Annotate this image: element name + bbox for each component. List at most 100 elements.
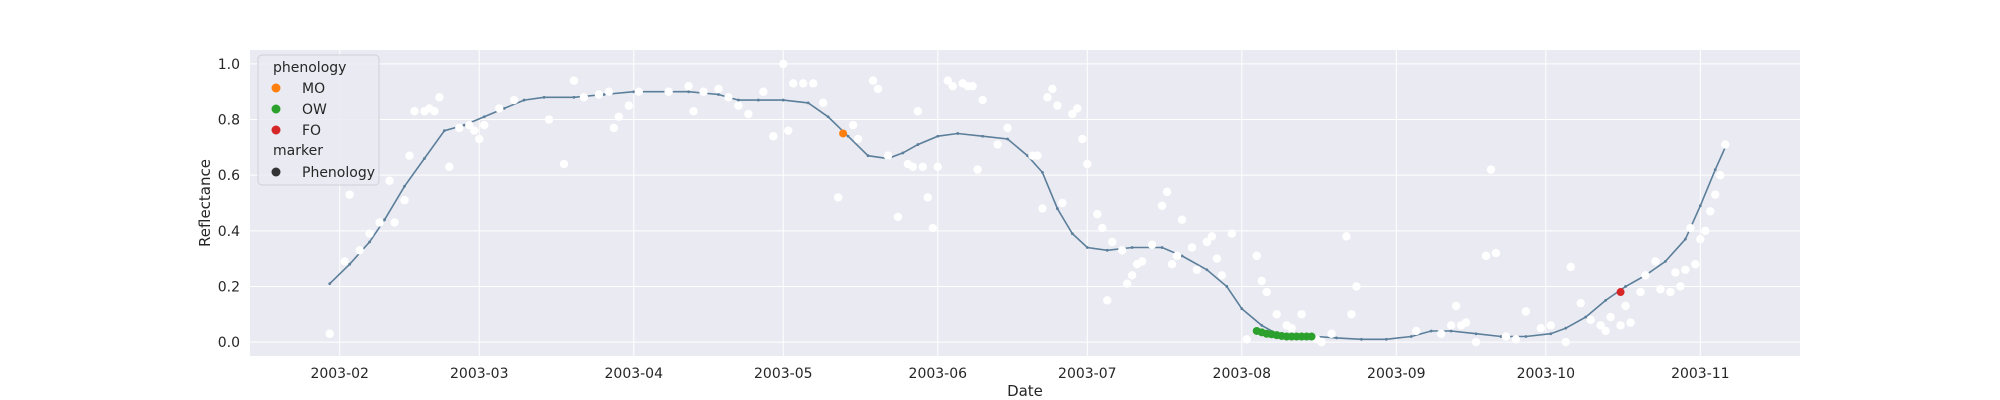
observation-point <box>893 212 903 222</box>
fitted-curve-point <box>1564 326 1568 330</box>
observation-point <box>913 107 923 116</box>
observation-point <box>853 134 863 144</box>
fitted-curve-point <box>328 282 332 286</box>
y-tick-label: 1.0 <box>218 57 240 73</box>
observation-point <box>1536 323 1546 333</box>
fitted-curve-point <box>1070 232 1074 236</box>
legend-marker-fo <box>271 125 281 135</box>
legend-label-mo: MO <box>302 81 325 97</box>
legend-title-marker: marker <box>273 143 323 159</box>
observation-point <box>1342 232 1351 241</box>
observation-point <box>948 81 957 91</box>
fitted-curve-point <box>1409 335 1413 338</box>
fitted-curve <box>328 90 1727 341</box>
observation-point <box>689 107 698 116</box>
observation-point <box>435 93 444 102</box>
x-tick-label: 2003-10 <box>1517 366 1576 382</box>
observation-point <box>1227 229 1237 238</box>
legend: phenology MO OW FO marker Phenology <box>257 54 380 186</box>
fitted-curve-point <box>482 115 486 119</box>
legend-marker-ow <box>271 104 281 114</box>
observation-point <box>1691 260 1700 269</box>
observation-point <box>569 76 579 85</box>
observation-point <box>1352 282 1361 291</box>
fitted-curve-point <box>737 98 740 102</box>
fitted-curve-point <box>956 132 960 135</box>
fitted-curve-point <box>1549 332 1553 336</box>
observation-point <box>868 76 878 85</box>
observation-point <box>1606 312 1615 322</box>
observation-point <box>634 87 643 96</box>
fitted-curve-point <box>916 143 920 146</box>
fitted-curve-line <box>329 90 1726 341</box>
observation-point <box>480 120 489 130</box>
y-tick-label: 0.4 <box>218 224 240 240</box>
fitted-curve-point <box>423 157 426 160</box>
observation-point <box>1187 243 1197 252</box>
observation-point <box>943 76 952 85</box>
observation-point <box>1511 335 1521 344</box>
observation-point <box>1073 104 1082 113</box>
observation-point <box>1546 321 1556 330</box>
observation-point <box>1078 134 1087 144</box>
observation-point <box>1157 201 1167 210</box>
observation-point <box>978 95 987 105</box>
observation-point <box>1681 265 1690 274</box>
observation-point <box>1098 223 1107 233</box>
observation-point <box>1616 321 1625 330</box>
observation-point <box>1481 251 1491 261</box>
fitted-curve-point <box>1698 204 1702 208</box>
observation-point <box>1701 226 1710 236</box>
grid-lines <box>250 50 1800 356</box>
fitted-curve-point <box>1055 207 1059 210</box>
fitted-curve-point <box>806 101 810 105</box>
x-tick-label: 2003-02 <box>310 366 369 382</box>
observation-point <box>1621 301 1630 311</box>
observation-point <box>883 151 893 160</box>
observation-point <box>1058 198 1067 208</box>
observation-point <box>923 193 933 202</box>
fitted-curve-point <box>866 154 870 158</box>
observation-point <box>1093 209 1102 219</box>
observation-point <box>544 115 554 124</box>
observation-point <box>664 87 673 96</box>
observation-point <box>1706 207 1715 216</box>
observation-point <box>1596 321 1605 330</box>
fitted-curve-point <box>348 262 352 266</box>
observation-point <box>1122 279 1132 288</box>
observation-point <box>1721 140 1730 149</box>
x-tick-label: 2003-08 <box>1213 366 1272 382</box>
observation-point <box>918 162 928 172</box>
observation-point <box>1083 159 1092 169</box>
observation-point <box>1317 337 1326 347</box>
observation-point <box>908 162 918 172</box>
observation-point <box>933 162 942 172</box>
fitted-curve-point <box>936 134 940 138</box>
fitted-curve-point <box>572 95 576 99</box>
fitted-curve-point <box>1026 154 1029 158</box>
observation-point <box>1127 271 1137 280</box>
legend-marker-mo <box>271 83 281 93</box>
observation-point <box>559 159 569 169</box>
observation-point <box>1003 123 1012 133</box>
observation-point <box>1641 271 1650 280</box>
observation-point <box>325 329 334 338</box>
observation-point <box>1192 265 1202 274</box>
observation-point <box>1162 187 1172 197</box>
phenology-point-mo <box>839 129 848 138</box>
x-tick-label: 2003-04 <box>605 366 664 382</box>
observation-point <box>1471 337 1481 347</box>
fitted-curve-point <box>1240 307 1244 311</box>
observation-point <box>1272 310 1281 319</box>
phenology-point-fo <box>1616 288 1625 297</box>
fitted-curve-point <box>1041 171 1044 174</box>
observation-point <box>624 101 633 110</box>
y-tick-label: 0.0 <box>218 335 240 351</box>
observation-point <box>993 140 1002 149</box>
observation-point <box>779 59 788 69</box>
fitted-curve-point <box>1105 248 1109 252</box>
observation-point <box>1636 287 1645 297</box>
observation-point <box>1137 257 1147 266</box>
observation-point <box>405 151 414 160</box>
